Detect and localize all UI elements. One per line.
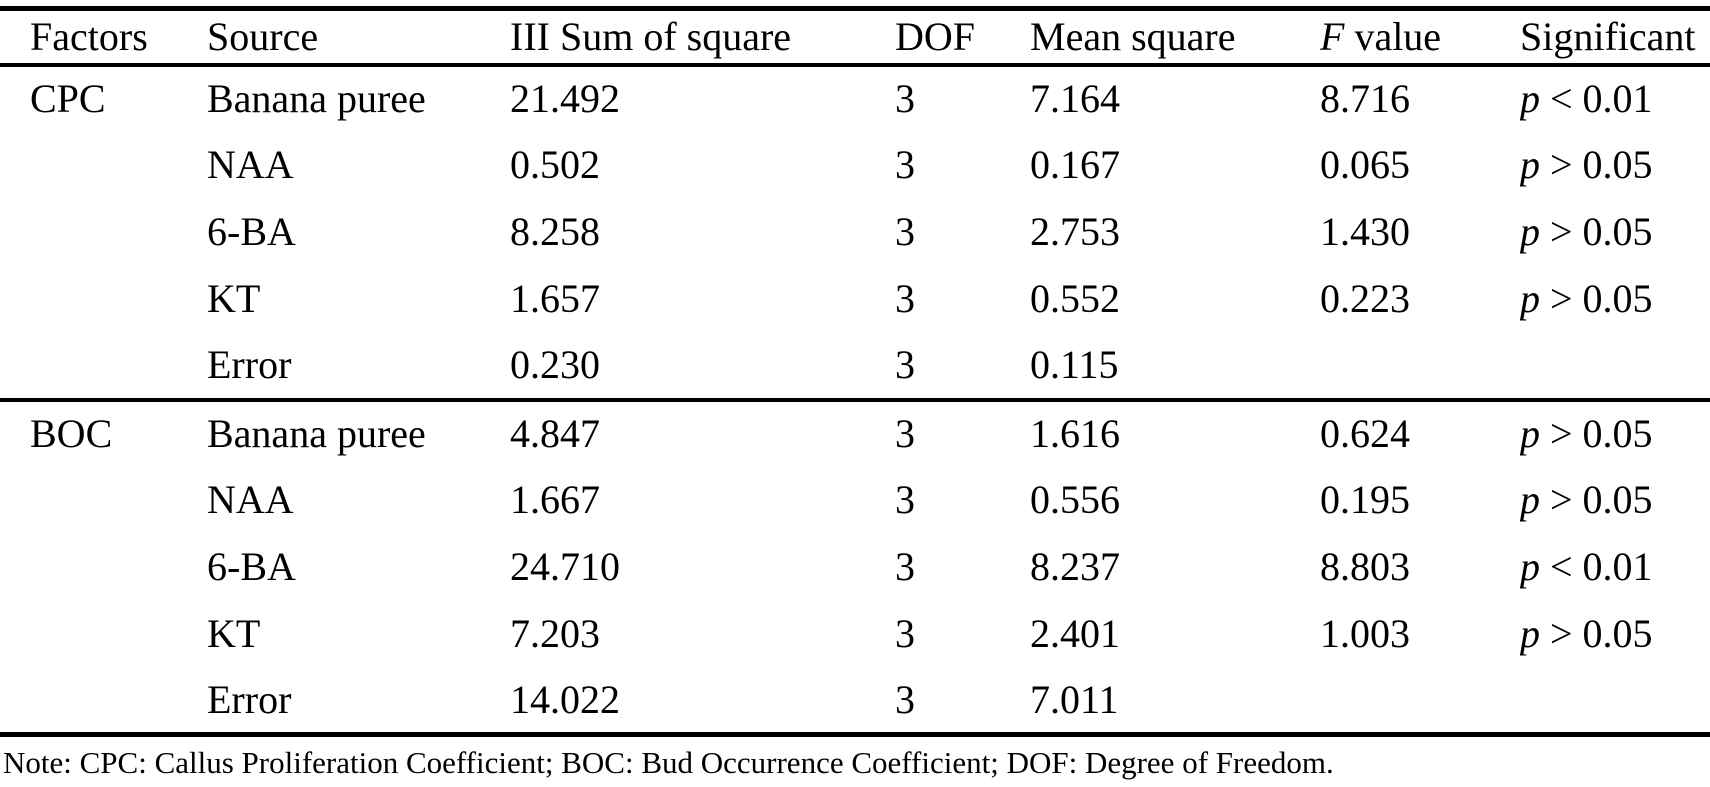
cell-dof: 3 [895, 209, 915, 254]
header-cell-source: Source [207, 13, 319, 59]
cell-dof: 3 [895, 342, 915, 387]
cell-f-value: 8.716 [1320, 76, 1410, 121]
cell-sum-of-square: 14.022 [510, 676, 620, 722]
header-cell-f-value: F value [1320, 13, 1442, 59]
cell-f-value: 0.195 [1320, 477, 1410, 522]
cell-significant: p > 0.05 [1520, 411, 1653, 456]
cell-factor [0, 467, 207, 534]
cell-factor [0, 132, 207, 199]
table-row: Error 14.022 3 7.011 [0, 668, 1710, 735]
cell-mean-square: 7.011 [1030, 676, 1119, 722]
cell-dof: 3 [895, 477, 915, 522]
cell-mean-square: 0.115 [1030, 342, 1119, 387]
cell-dof: 3 [895, 276, 915, 321]
table-row: BOC Banana puree 4.847 3 1.616 0.624 p > 0.05 [0, 400, 1710, 467]
cell-f-value [1320, 333, 1520, 400]
table-note: Note: CPC: Callus Proliferation Coeffici… [3, 745, 1334, 780]
cell-sum-of-square: 4.847 [510, 411, 600, 456]
cell-f-value: 0.065 [1320, 142, 1410, 187]
cell-factor [0, 199, 207, 266]
cell-significant: p > 0.05 [1520, 477, 1653, 522]
cell-dof: 3 [895, 411, 915, 456]
cell-significant: p > 0.05 [1520, 276, 1653, 321]
table-row: CPC Banana puree 21.492 3 7.164 8.716 p < 0.01 [0, 65, 1710, 132]
cell-f-value: 0.223 [1320, 276, 1410, 321]
cell-sum-of-square: 8.258 [510, 209, 600, 254]
cell-source: 6-BA [207, 544, 296, 589]
cell-f-value [1320, 668, 1520, 735]
header-cell-dof: DOF [895, 13, 976, 59]
cell-source: NAA [207, 142, 294, 187]
cell-factor [0, 534, 207, 601]
cell-factor [0, 333, 207, 400]
cell-mean-square: 2.401 [1030, 611, 1120, 656]
cell-significant: p > 0.05 [1520, 209, 1653, 254]
cell-sum-of-square: 0.502 [510, 142, 600, 187]
cell-factor [0, 266, 207, 333]
cell-source: KT [207, 276, 261, 321]
cell-sum-of-square: 7.203 [510, 611, 600, 656]
table-row: KT 1.657 3 0.552 0.223 p > 0.05 [0, 266, 1710, 333]
cell-source: Error [207, 342, 292, 387]
cell-sum-of-square: 21.492 [510, 76, 620, 121]
cell-dof: 3 [895, 676, 915, 722]
cell-f-value: 1.430 [1320, 209, 1410, 254]
cell-source: Banana puree [207, 411, 426, 456]
table-row: NAA 1.667 3 0.556 0.195 p > 0.05 [0, 467, 1710, 534]
cell-factor [0, 601, 207, 668]
cell-factor: BOC [30, 411, 113, 456]
anova-table: Factors Source III Sum of square DOF Mean sq… [0, 6, 1710, 737]
cell-significant: p > 0.05 [1520, 142, 1653, 187]
header-cell-factors: Factors [30, 13, 148, 59]
cell-source: NAA [207, 477, 294, 522]
table-row: NAA 0.502 3 0.167 0.065 p > 0.05 [0, 132, 1710, 199]
cell-factor [0, 668, 207, 735]
cell-mean-square: 2.753 [1030, 209, 1120, 254]
cell-significant: p < 0.01 [1520, 76, 1653, 121]
table-row: 6-BA 24.710 3 8.237 8.803 p < 0.01 [0, 534, 1710, 601]
table-section-boc: BOC Banana puree 4.847 3 1.616 0.624 p > 0.05 N… [0, 399, 1710, 735]
table-header-row: Factors Source III Sum of square DOF Mean sq… [0, 9, 1710, 65]
cell-f-value: 0.624 [1320, 411, 1410, 456]
cell-sum-of-square: 0.230 [510, 342, 600, 387]
cell-significant [1520, 333, 1710, 400]
table-row: 6-BA 8.258 3 2.753 1.430 p > 0.05 [0, 199, 1710, 266]
cell-significant: p < 0.01 [1520, 544, 1653, 589]
cell-mean-square: 7.164 [1030, 76, 1120, 121]
cell-significant: p > 0.05 [1520, 611, 1653, 656]
cell-source: 6-BA [207, 209, 296, 254]
cell-dof: 3 [895, 76, 915, 121]
cell-factor: CPC [30, 76, 106, 121]
cell-mean-square: 0.552 [1030, 276, 1120, 321]
header-cell-sum-of-square: III Sum of square [510, 13, 792, 59]
cell-source: Banana puree [207, 76, 426, 121]
cell-mean-square: 0.556 [1030, 477, 1120, 522]
cell-sum-of-square: 1.657 [510, 276, 600, 321]
cell-mean-square: 8.237 [1030, 544, 1120, 589]
cell-dof: 3 [895, 142, 915, 187]
cell-f-value: 8.803 [1320, 544, 1410, 589]
header-cell-mean-square: Mean square [1030, 13, 1236, 59]
table-row: KT 7.203 3 2.401 1.003 p > 0.05 [0, 601, 1710, 668]
cell-dof: 3 [895, 611, 915, 656]
cell-sum-of-square: 1.667 [510, 477, 600, 522]
cell-significant [1520, 668, 1710, 735]
cell-sum-of-square: 24.710 [510, 544, 620, 589]
table-head: Factors Source III Sum of square DOF Mean sq… [0, 9, 1710, 65]
header-cell-significant: Significant [1520, 13, 1696, 59]
table-row: Error 0.230 3 0.115 [0, 333, 1710, 400]
table-section-cpc: CPC Banana puree 21.492 3 7.164 8.716 p < 0.01… [0, 65, 1710, 400]
cell-dof: 3 [895, 544, 915, 589]
cell-source: Error [207, 676, 292, 722]
cell-mean-square: 0.167 [1030, 142, 1120, 187]
cell-source: KT [207, 611, 261, 656]
cell-f-value: 1.003 [1320, 611, 1410, 656]
cell-mean-square: 1.616 [1030, 411, 1120, 456]
